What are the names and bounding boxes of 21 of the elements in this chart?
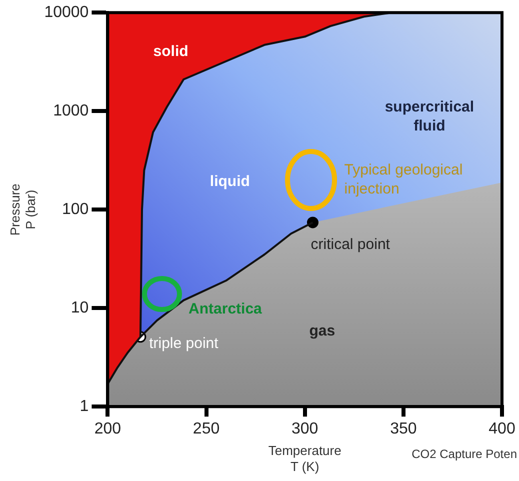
y-tick-label: 1000 bbox=[53, 102, 89, 120]
annotation: solid bbox=[153, 43, 188, 60]
y-tick-label: 1 bbox=[80, 398, 89, 416]
x-tick-label: 350 bbox=[390, 420, 417, 438]
annotation: Antarctica bbox=[188, 300, 263, 318]
annotation: supercritical fluid bbox=[384, 98, 474, 135]
text: CO2 Capture Poten bbox=[412, 446, 517, 461]
annotation: Typical geological injection bbox=[344, 161, 463, 198]
annotation: gas bbox=[309, 322, 336, 340]
x-tick-label: 200 bbox=[94, 420, 122, 438]
x-tick-label: 250 bbox=[192, 420, 220, 438]
y-axis-title: Pressure P (bar) bbox=[7, 184, 38, 236]
annotation: critical point bbox=[310, 236, 391, 253]
x-axis-title: Temperature T (K) bbox=[268, 443, 342, 474]
y-tick-label: 10 bbox=[70, 300, 89, 317]
annotation: liquid bbox=[210, 173, 250, 190]
annotation: triple point bbox=[149, 335, 220, 352]
y-tick-label: 10000 bbox=[44, 4, 89, 22]
x-tick-label: 400 bbox=[488, 420, 516, 438]
y-tick-label: 100 bbox=[62, 201, 89, 218]
x-tick-label: 300 bbox=[291, 420, 318, 438]
